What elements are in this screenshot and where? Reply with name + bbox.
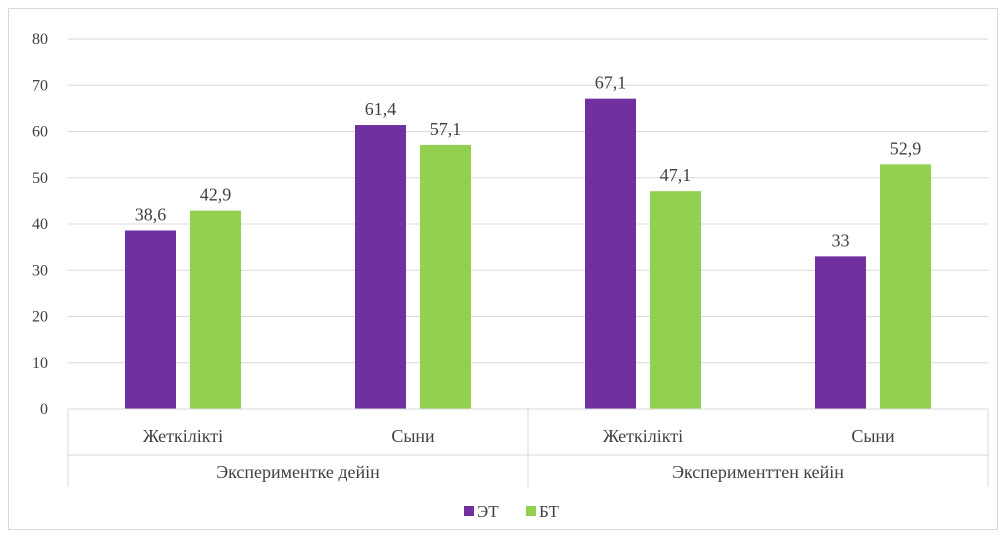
data-label: 42,9	[200, 185, 232, 205]
x-category-label: Сыни	[851, 426, 895, 446]
data-label: 57,1	[430, 119, 462, 139]
data-label: 52,9	[890, 138, 922, 158]
y-tick-label: 80	[32, 31, 48, 48]
data-label: 47,1	[660, 165, 692, 185]
y-tick-label: 20	[32, 309, 48, 326]
data-labels-layer: 38,6 61,4 67,1 33 42,9 57,1 47,1 52,9	[135, 73, 922, 251]
y-tick-label: 40	[32, 216, 48, 233]
data-label: 33	[832, 230, 850, 250]
x-category-label: Жеткілікті	[603, 426, 683, 446]
bar-ЭТ-2	[355, 125, 406, 410]
y-tick-label: 30	[32, 262, 48, 279]
legend-label: ЭТ	[477, 502, 499, 521]
x-group-label: Экспериментке дейін	[216, 462, 380, 482]
y-tick-label: 60	[32, 124, 48, 141]
y-tick-label: 10	[32, 355, 48, 372]
y-tick-label: 50	[32, 170, 48, 187]
y-axis-ticks: 0 10 20 30 40 50 60 70 80	[32, 31, 48, 418]
legend-swatch-БТ	[526, 506, 536, 516]
legend-label: БТ	[539, 502, 560, 521]
data-label: 61,4	[365, 99, 397, 119]
bars-layer	[125, 98, 931, 410]
legend-swatch-ЭТ	[464, 506, 474, 516]
bar-ЭТ-1	[125, 230, 176, 409]
data-label: 38,6	[135, 204, 167, 224]
y-tick-label: 0	[40, 401, 48, 418]
x-category-label: Сыни	[391, 426, 435, 446]
legend: ЭТ БТ	[464, 502, 560, 521]
bar-ЭТ-4	[815, 256, 866, 409]
bar-БТ-3	[650, 191, 701, 409]
x-group-label: Эксперименттен кейін	[672, 462, 844, 482]
bar-БТ-2	[420, 144, 471, 409]
bar-БТ-1	[190, 210, 241, 409]
bar-БТ-4	[880, 164, 931, 409]
x-axis: Жеткілікті Сыни Жеткілікті Сыни Экспериментк…	[67, 408, 989, 487]
x-category-label: Жеткілікті	[143, 426, 223, 446]
data-label: 67,1	[595, 73, 627, 93]
bar-ЭТ-3	[585, 98, 636, 409]
y-tick-label: 70	[32, 77, 48, 94]
